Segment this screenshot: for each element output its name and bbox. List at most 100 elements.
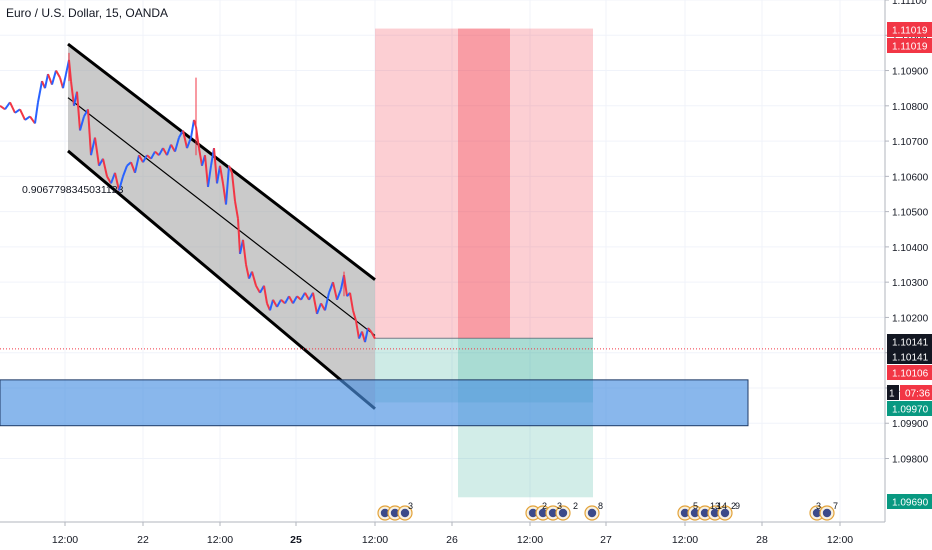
- flag-icon-center: [587, 508, 597, 518]
- price-segment: [370, 331, 376, 340]
- y-tick-label: 1.09900: [892, 419, 929, 430]
- x-tick-label: 12:00: [517, 534, 543, 546]
- price-badge-text: 1.10141: [892, 338, 929, 349]
- price-badge-bg: [887, 349, 932, 364]
- price-badge-bg: [887, 334, 932, 349]
- chart-title: Euro / U.S. Dollar, 15, OANDA: [6, 6, 168, 20]
- event-count: 2: [542, 501, 547, 511]
- event-count: 8: [598, 501, 603, 511]
- price-segment: [292, 295, 298, 304]
- channel-upper-line[interactable]: [67, 42, 376, 281]
- price-badge-bg: [900, 385, 932, 400]
- price-segment: [352, 310, 357, 322]
- price-segment: [174, 137, 180, 152]
- x-tick-label: 27: [600, 534, 612, 546]
- flag-icon-center: [548, 508, 558, 518]
- time-axis[interactable]: 12:00 22 12:00 25 12:00 26 12:00 27 12:00 28 12:00: [0, 521, 932, 550]
- price-badge-countdown-prefix[interactable]: 1: [887, 385, 899, 400]
- price-badge-text: 07:36: [905, 389, 930, 400]
- price-segment: [114, 172, 120, 191]
- y-tick-label: 1.09800: [892, 455, 929, 466]
- price-badge-stop-loss[interactable]: 1.11019: [887, 22, 932, 37]
- event-count: 9: [735, 501, 740, 511]
- price-segment: [79, 116, 85, 131]
- price-segment: [234, 200, 239, 219]
- flag-icon-center: [720, 508, 730, 518]
- flag-icon-center: [812, 508, 822, 518]
- price-segment: [76, 91, 81, 131]
- price-segment: [162, 147, 168, 156]
- price-segment: [106, 175, 112, 184]
- price-segment: [251, 271, 257, 286]
- price-segment: [242, 239, 247, 265]
- price-badge-last-price[interactable]: 1.10106: [887, 365, 932, 380]
- channel-lower-line[interactable]: [67, 149, 376, 410]
- stop-zone-2[interactable]: [458, 28, 510, 339]
- price-segment: [272, 299, 278, 308]
- flag-icon-center: [558, 508, 568, 518]
- channel-mid-line[interactable]: [67, 97, 376, 336]
- event-count: 3: [408, 501, 413, 511]
- price-badge-bg: [887, 38, 932, 53]
- price-segment: [204, 155, 209, 188]
- regression-channel[interactable]: 0.9067798345031123: [22, 42, 376, 410]
- x-tick-label: 12:00: [52, 534, 78, 546]
- price-segment: [237, 218, 241, 255]
- price-axis[interactable]: 1.111001.110001.109001.108001.107001.106…: [884, 0, 932, 550]
- price-segment: [263, 285, 268, 304]
- x-tick-label: 28: [756, 534, 768, 546]
- demand-zone[interactable]: [0, 379, 749, 427]
- price-segment: [34, 102, 39, 124]
- x-tick-label: 25: [290, 534, 302, 546]
- price-segment: [87, 109, 92, 156]
- price-segment: [213, 148, 218, 184]
- price-segment: [118, 176, 124, 191]
- price-segment: [228, 165, 233, 174]
- price-segment: [130, 161, 136, 174]
- price-badge-entry[interactable]: 1.10141: [887, 349, 932, 364]
- price-badge-text: 1: [889, 389, 895, 400]
- x-tick-label: 12:00: [827, 534, 853, 546]
- position-zones[interactable]: [375, 28, 593, 498]
- y-tick-label: 1.10800: [892, 102, 929, 113]
- price-segment: [190, 119, 195, 138]
- y-tick-label: 1.10900: [892, 67, 929, 78]
- price-badge-entry[interactable]: 1.10141: [887, 334, 932, 349]
- price-segment: [55, 70, 61, 79]
- price-segment: [24, 115, 31, 121]
- price-segment: [355, 320, 360, 339]
- x-tick-label: 12:00: [672, 534, 698, 546]
- event-count: 3: [557, 501, 562, 511]
- y-tick-label: 1.10600: [892, 172, 929, 183]
- price-segment: [110, 172, 116, 184]
- price-segment: [336, 288, 342, 301]
- price-segment: [304, 292, 310, 301]
- price-segment: [312, 292, 318, 315]
- price-badge-stop-loss[interactable]: 1.11019: [887, 38, 932, 53]
- price-axis-bg: [885, 0, 932, 550]
- price-segment: [158, 147, 164, 156]
- y-tick-label: 1.10300: [892, 278, 929, 289]
- price-segment: [364, 327, 369, 343]
- price-badge-take-profit[interactable]: 1.09970: [887, 401, 932, 416]
- price-segment: [207, 165, 212, 188]
- price-segment: [51, 70, 57, 85]
- flag-icon-center: [680, 508, 690, 518]
- price-segment: [198, 147, 203, 166]
- flag-icon-center: [690, 508, 700, 518]
- price-segment: [255, 285, 261, 294]
- demand-zone-rect[interactable]: [0, 379, 749, 427]
- price-segment: [94, 137, 100, 166]
- price-badge-countdown[interactable]: 07:36: [900, 385, 932, 400]
- stop-zone-1[interactable]: [375, 28, 593, 339]
- price-badge-take-profit[interactable]: 1.09690: [887, 494, 932, 509]
- price-segment: [367, 327, 372, 333]
- x-tick-label: 12:00: [207, 534, 233, 546]
- price-badge-bg: [887, 22, 932, 37]
- channel-fill[interactable]: [68, 44, 375, 409]
- price-badge-text: 1.11019: [892, 42, 928, 53]
- economic-events[interactable]: 3 2 3 2 8 5 14 913 3 72: [377, 501, 838, 521]
- x-tick-label: 12:00: [362, 534, 388, 546]
- price-segment: [349, 292, 354, 311]
